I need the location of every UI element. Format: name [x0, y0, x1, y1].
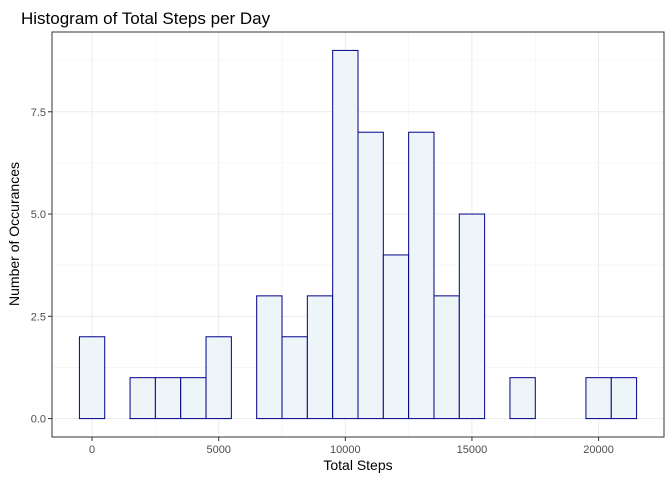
- histogram-bar: [433, 295, 460, 420]
- histogram-bar: [180, 377, 207, 420]
- histogram-bar: [154, 377, 182, 420]
- chart-title: Histogram of Total Steps per Day: [21, 9, 271, 28]
- histogram-bar: [306, 295, 334, 420]
- histogram-bars: [78, 49, 638, 420]
- histogram-bar: [256, 295, 283, 420]
- histogram-bar: [332, 49, 359, 420]
- x-axis-title: Total Steps: [323, 457, 392, 473]
- y-tick-label: 2.5: [31, 311, 46, 323]
- histogram-bar: [382, 254, 410, 420]
- histogram-bar: [129, 377, 156, 420]
- histogram-bar: [610, 377, 638, 420]
- histogram-bar: [357, 131, 384, 420]
- y-axis-ticks: 0.0 2.5 5.0 7.5: [31, 107, 52, 426]
- histogram-bar: [458, 213, 486, 420]
- histogram-bar: [509, 377, 536, 420]
- y-axis-title: Number of Occurances: [6, 162, 22, 306]
- y-tick-label: 7.5: [31, 107, 46, 119]
- histogram-bar: [78, 336, 106, 420]
- x-axis-ticks: 0 5000 10000 15000 20000: [89, 437, 614, 456]
- plot-panel: [51, 31, 665, 438]
- panel-border: [51, 31, 665, 438]
- x-tick-label: 20000: [583, 444, 614, 456]
- histogram-bar: [585, 377, 612, 420]
- histogram-bar: [205, 336, 232, 420]
- x-tick-label: 0: [89, 444, 95, 456]
- histogram-bar: [408, 131, 435, 420]
- x-tick-label: 15000: [457, 444, 488, 456]
- x-tick-label: 10000: [330, 444, 361, 456]
- y-tick-label: 5.0: [31, 209, 46, 221]
- x-tick-label: 5000: [206, 444, 230, 456]
- histogram-bar: [281, 336, 308, 420]
- y-tick-label: 0.0: [31, 414, 46, 426]
